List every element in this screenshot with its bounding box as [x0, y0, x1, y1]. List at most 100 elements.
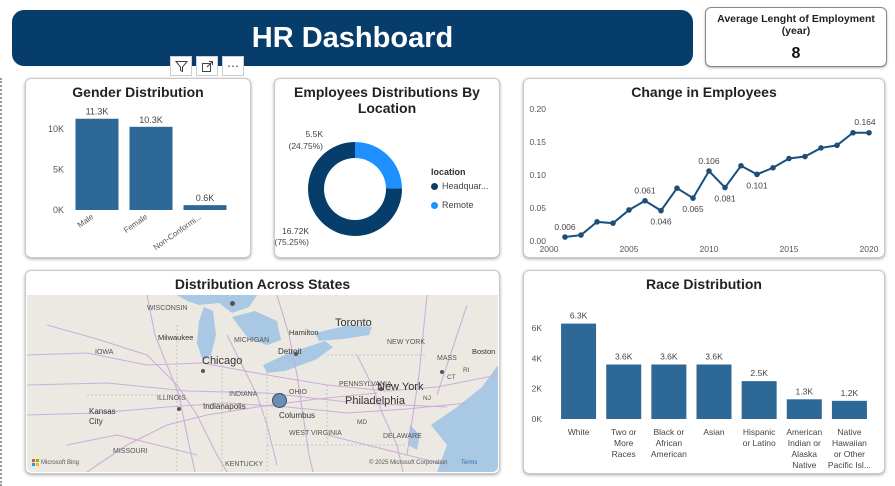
x-tick-label: or Other	[834, 449, 865, 459]
x-tick-label: American	[786, 427, 822, 437]
y-tick-label: 0.00	[529, 236, 546, 246]
data-point	[722, 184, 728, 191]
change-in-employees-card[interactable]: Change in Employees 0.00 0.05 0.10 0.15 0.20…	[523, 78, 885, 258]
change-chart-title: Change in Employees	[631, 84, 777, 100]
data-point	[802, 153, 808, 160]
visual-toolbar: ⋯	[170, 56, 244, 76]
data-label: 0.065	[682, 204, 704, 214]
data-point	[738, 162, 744, 169]
map-label-md: MD	[357, 419, 368, 426]
y-tick-label: 4K	[532, 353, 543, 363]
map-label-ny-state: NEW YORK	[387, 339, 425, 346]
map-label-indianapolis: Indianapolis	[203, 402, 246, 411]
map-terms-link[interactable]: Terms	[461, 460, 478, 466]
x-tick-label: Female	[122, 212, 149, 235]
data-label: 1.3K	[796, 386, 814, 396]
data-label: 0.6K	[196, 193, 215, 203]
data-point	[770, 164, 776, 171]
states-map[interactable]: WISCONSIN Milwaukee MICHIGAN Toronto Ham…	[27, 295, 498, 472]
data-point	[818, 145, 824, 151]
data-label: 3.6K	[705, 351, 723, 361]
map-label-delaware: DELAWARE	[383, 433, 422, 440]
data-point	[610, 220, 616, 226]
x-tick-label: Native	[792, 460, 816, 470]
x-tick-label: Two or	[611, 427, 637, 437]
bar	[75, 118, 119, 210]
slice-value-label: 16.72K	[282, 226, 309, 236]
filter-button[interactable]	[170, 56, 192, 76]
map-label-pennsylvania: PENNSYLVANIA	[339, 381, 392, 388]
map-label-toronto: Toronto	[335, 317, 372, 329]
gender-distribution-card[interactable]: Gender Distribution 0K 5K 10K 11.3K Male 10.3…	[25, 78, 251, 258]
data-point	[690, 195, 696, 201]
map-label-detroit: Detroit	[278, 347, 302, 356]
x-tick-label: Asian	[703, 427, 725, 437]
x-tick-label: African	[656, 438, 683, 448]
x-tick-label: American	[651, 449, 687, 459]
focus-mode-icon	[201, 60, 213, 72]
race-distribution-card[interactable]: Race Distribution 0K 2K 4K 6K 6.3K White 3.6K T…	[523, 270, 885, 474]
data-label: 11.3K	[86, 107, 109, 117]
kpi-value: 8	[791, 45, 801, 62]
data-label: 0.046	[650, 217, 672, 227]
x-tick-label: Male	[76, 212, 96, 230]
bar	[561, 323, 597, 419]
location-donut-chart: 5.5K (24.75%) 16.72K(75.25%)	[275, 129, 402, 247]
x-tick-label: 2020	[860, 244, 879, 254]
location-distribution-card[interactable]: Employees Distributions By Location 5.5K…	[274, 78, 500, 258]
lake-huron-shape	[232, 311, 281, 345]
kpi-card-avg-employment[interactable]: Average Lenght of Employment (year) 8	[705, 7, 887, 67]
map-headcount-bubble[interactable]	[272, 393, 287, 408]
y-tick-label: 10K	[48, 124, 64, 134]
map-city-dot	[201, 369, 205, 373]
data-point	[850, 129, 856, 136]
x-tick-label: 2000	[540, 244, 559, 254]
x-tick-label: More	[614, 438, 634, 448]
atlantic-ocean-shape	[431, 365, 498, 472]
y-tick-label: 5K	[53, 165, 64, 175]
map-label-west-virginia: WEST VIRGINIA	[289, 430, 342, 437]
data-label: 2.5K	[750, 368, 768, 378]
map-city-dot	[177, 407, 181, 411]
data-label: 6.3K	[570, 311, 588, 321]
map-label-milwaukee: Milwaukee	[158, 333, 194, 342]
gender-chart-title: Gender Distribution	[72, 84, 204, 100]
data-label: 0.061	[634, 186, 656, 196]
donut-slice	[355, 142, 402, 189]
bar	[651, 364, 687, 419]
focus-mode-button[interactable]	[196, 56, 218, 76]
map-label-columbus: Columbus	[279, 411, 316, 420]
bar	[741, 381, 777, 419]
map-canvas	[27, 295, 498, 472]
data-point	[866, 129, 872, 136]
bing-logo: Microsoft Bing	[32, 459, 79, 466]
more-options-button[interactable]: ⋯	[222, 56, 244, 76]
slice-value-label: 5.5K	[306, 129, 324, 139]
legend-marker-headquarters	[431, 182, 438, 190]
x-tick-label: Black or	[653, 427, 684, 437]
x-tick-label: White	[568, 427, 590, 437]
bar	[129, 126, 173, 210]
title-banner: HR Dashboard	[12, 10, 693, 66]
legend-label-headquarters: Headquar...	[442, 181, 489, 191]
bing-attribution: Microsoft Bing	[41, 459, 80, 466]
bar	[786, 399, 822, 419]
bar	[831, 400, 867, 419]
legend-item-headquarters[interactable]: Headquar...	[431, 181, 489, 191]
data-label: 3.6K	[660, 351, 678, 361]
data-label: 0.006	[554, 222, 576, 232]
data-point	[578, 232, 584, 238]
map-city-dot	[294, 352, 298, 356]
x-tick-label: Native	[837, 427, 861, 437]
y-tick-label: 0.15	[529, 137, 546, 147]
data-point	[594, 219, 600, 225]
data-point	[562, 234, 568, 240]
map-label-illinois: ILLINOIS	[157, 395, 186, 402]
map-city-dot	[230, 301, 235, 306]
legend-item-remote[interactable]: Remote	[431, 200, 474, 210]
more-options-icon: ⋯	[227, 59, 239, 73]
lake-erie-shape	[263, 341, 333, 373]
map-label-mass: MASS	[437, 355, 457, 362]
x-tick-label: Hispanic	[743, 427, 776, 437]
